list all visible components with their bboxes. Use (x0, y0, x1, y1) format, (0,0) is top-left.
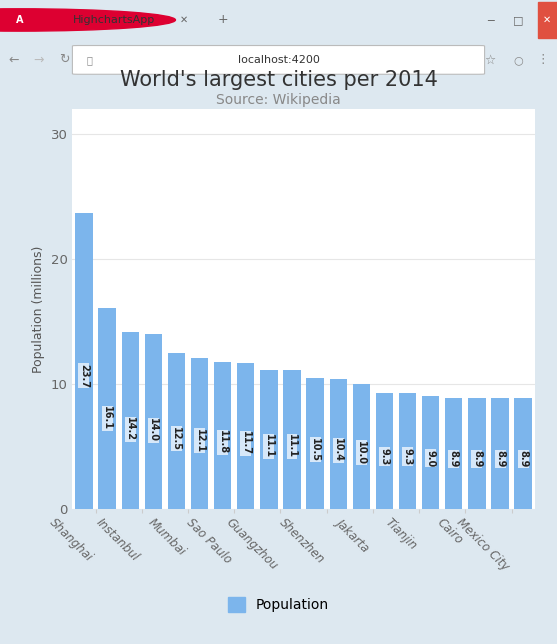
Text: 14.0: 14.0 (148, 418, 158, 442)
Text: 8.9: 8.9 (472, 450, 482, 468)
Text: ✕: ✕ (543, 15, 551, 25)
Bar (468, 398, 486, 509)
Text: 9.0: 9.0 (426, 450, 436, 467)
Text: ○: ○ (513, 55, 523, 65)
Bar (168, 353, 185, 509)
Text: 11.1: 11.1 (264, 435, 274, 459)
Bar (399, 393, 416, 509)
Bar (121, 332, 139, 509)
Bar (214, 361, 231, 509)
Bar (306, 378, 324, 509)
Text: 12.1: 12.1 (194, 429, 204, 453)
Text: 8.9: 8.9 (449, 450, 459, 468)
Text: ⋮: ⋮ (537, 53, 549, 66)
Text: →: → (34, 53, 44, 66)
Bar (145, 334, 162, 509)
Bar (75, 213, 92, 509)
Text: ✕: ✕ (180, 15, 188, 25)
Text: 10.0: 10.0 (356, 440, 367, 464)
Text: ↻: ↻ (59, 53, 69, 66)
Bar (515, 398, 532, 509)
Bar (445, 398, 462, 509)
Text: 11.7: 11.7 (241, 431, 251, 455)
Text: ⓘ: ⓘ (86, 55, 92, 65)
Bar (422, 397, 439, 509)
Text: 10.4: 10.4 (333, 439, 343, 462)
Text: World's largest cities per 2014: World's largest cities per 2014 (120, 70, 437, 91)
Text: 10.5: 10.5 (310, 438, 320, 462)
Text: 14.2: 14.2 (125, 417, 135, 441)
Circle shape (0, 9, 175, 31)
Text: ─: ─ (487, 15, 494, 25)
Text: ☆: ☆ (485, 53, 496, 66)
Bar (191, 358, 208, 509)
Text: HighchartsApp: HighchartsApp (72, 15, 155, 25)
Bar (330, 379, 347, 509)
Text: 23.7: 23.7 (79, 364, 89, 388)
Bar (353, 384, 370, 509)
Text: 12.5: 12.5 (172, 426, 182, 451)
Text: 9.3: 9.3 (403, 448, 413, 465)
Bar (538, 2, 557, 38)
Text: 16.1: 16.1 (102, 406, 112, 430)
Text: 9.3: 9.3 (379, 448, 389, 465)
Text: □: □ (513, 15, 523, 25)
Bar (284, 370, 301, 509)
Text: 11.8: 11.8 (218, 430, 228, 455)
Y-axis label: Population (millions): Population (millions) (32, 245, 45, 373)
Legend: Population: Population (222, 592, 335, 618)
Text: Source: Wikipedia: Source: Wikipedia (216, 93, 341, 107)
Text: 8.9: 8.9 (495, 450, 505, 468)
Text: localhost:4200: localhost:4200 (238, 55, 319, 65)
Text: +: + (217, 14, 228, 26)
Text: A: A (16, 15, 23, 25)
Bar (99, 308, 116, 509)
Bar (491, 398, 509, 509)
Bar (376, 393, 393, 509)
Text: 8.9: 8.9 (518, 450, 528, 468)
Text: 11.1: 11.1 (287, 435, 297, 459)
FancyBboxPatch shape (72, 46, 485, 74)
Text: ←: ← (9, 53, 19, 66)
Bar (260, 370, 277, 509)
Bar (237, 363, 255, 509)
